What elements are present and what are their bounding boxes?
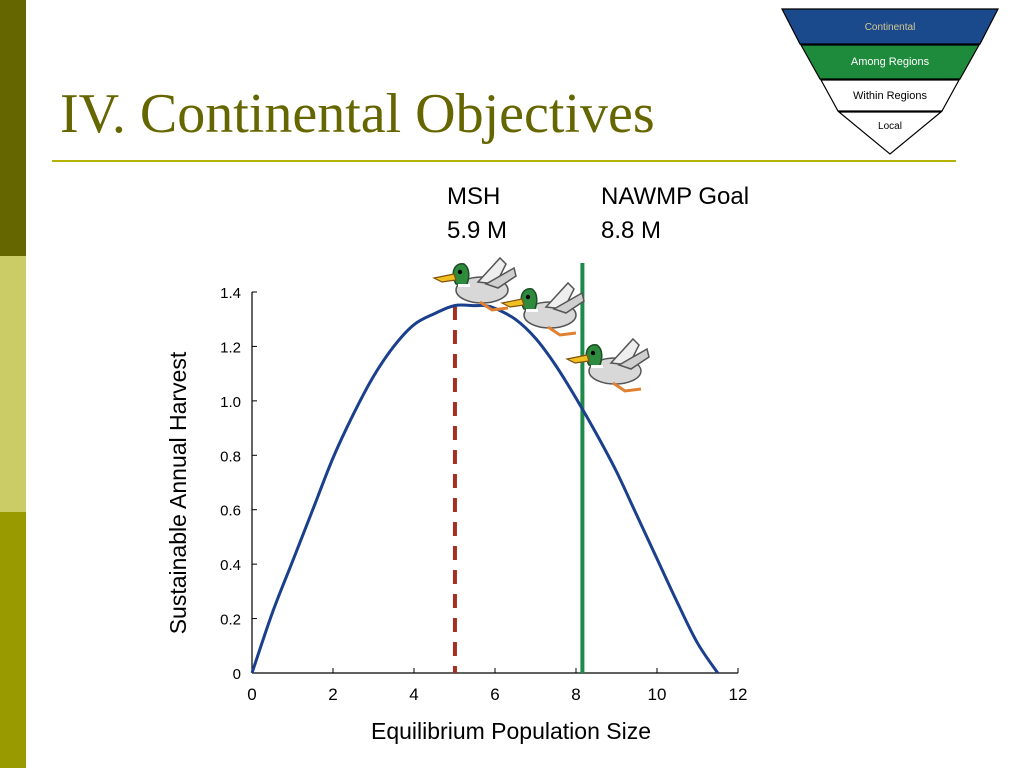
- title-divider: [52, 160, 956, 162]
- duck-icon: [565, 337, 650, 393]
- duck-icon: [500, 281, 585, 337]
- pyramid-level-local: [837, 111, 943, 155]
- y-tick-label: 0: [233, 666, 241, 683]
- pyramid-label-within-regions: Within Regions: [853, 90, 927, 102]
- nawmp-goal-label: NAWMP Goal: [601, 183, 750, 210]
- y-tick-label: 1.0: [220, 394, 241, 411]
- y-tick-label: 0.2: [220, 612, 241, 629]
- x-axis-label: Equilibrium Population Size: [371, 718, 651, 744]
- pyramid-label-local: Local: [878, 121, 902, 132]
- harvest-curve: [250, 303, 719, 674]
- left-band-light: [0, 256, 26, 512]
- pyramid-level-within-regions: [819, 79, 961, 112]
- x-tick-label: 4: [409, 685, 418, 704]
- x-tick-label: 8: [571, 685, 580, 704]
- nawmp-goal-value: 8.8 M: [601, 217, 662, 244]
- x-tick-label: 0: [247, 685, 256, 704]
- x-tick-label: 6: [490, 685, 499, 704]
- msh-annotation: MSH 5.9 M: [447, 180, 507, 248]
- pyramid-label-continental: Continental: [865, 22, 916, 33]
- x-tick-label: 10: [648, 685, 667, 704]
- left-band-dark: [0, 0, 26, 256]
- reference-lines: [452, 263, 585, 673]
- slide-title: IV. Continental Objectives: [60, 83, 655, 145]
- pyramid-label-among-regions: Among Regions: [851, 56, 930, 68]
- planning-pyramid: Continental Among Regions Within Regions…: [781, 8, 999, 155]
- left-band-olive: [0, 512, 26, 768]
- msh-value: 5.9 M: [447, 217, 508, 244]
- x-tick-label: 2: [328, 685, 337, 704]
- pyramid-level-among-regions: [799, 44, 981, 80]
- flying-ducks: [432, 256, 650, 393]
- y-tick-label: 0.4: [220, 557, 241, 574]
- y-tick-label: 1.4: [220, 285, 241, 302]
- x-tick-label: 12: [729, 685, 748, 704]
- y-tick-label: 0.8: [220, 448, 241, 465]
- y-tick-label: 1.2: [220, 339, 241, 356]
- y-axis-label: Sustainable Annual Harvest: [165, 351, 191, 634]
- y-tick-label: 0.6: [220, 503, 241, 520]
- nawmp-goal-annotation: NAWMP Goal 8.8 M: [601, 180, 749, 248]
- pyramid-level-continental: [781, 8, 999, 45]
- duck-icon: [432, 256, 517, 312]
- chart-axes: 0 2 4 6 8 10 12 0 0.2 0.4 0.6 0.8 1.0 1.2 1.4: [220, 285, 747, 704]
- msh-label: MSH: [447, 183, 501, 210]
